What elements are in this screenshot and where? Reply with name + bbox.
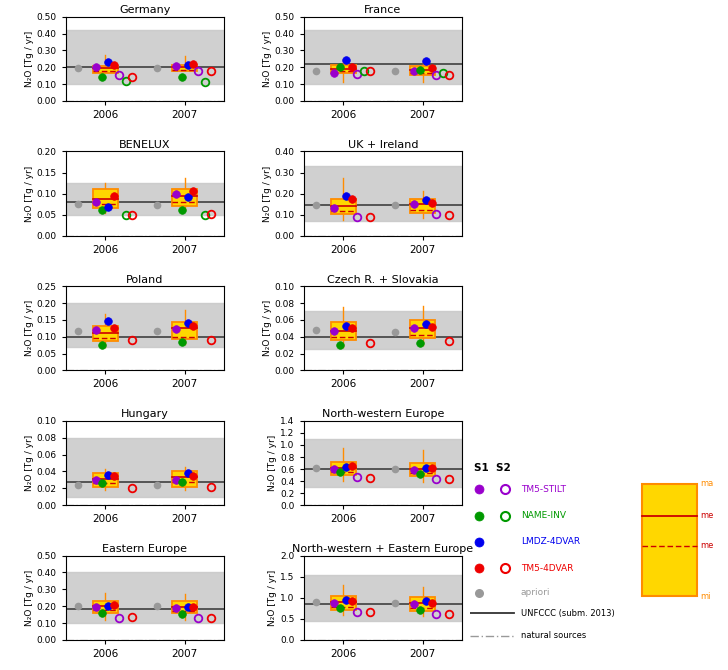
Text: NAME-INV: NAME-INV	[521, 511, 566, 520]
Bar	[172, 65, 197, 72]
Text: ma: ma	[700, 479, 713, 488]
Text: apriori: apriori	[521, 588, 550, 597]
Bar	[304, 575, 462, 621]
Bar	[304, 439, 462, 487]
Y-axis label: N₂O [Tg / yr]: N₂O [Tg / yr]	[25, 300, 33, 356]
Title: Poland: Poland	[126, 275, 164, 285]
Text: S1  S2: S1 S2	[475, 463, 511, 473]
Bar	[172, 602, 197, 613]
Text: natural sources: natural sources	[521, 631, 586, 641]
Bar	[172, 190, 197, 206]
Bar	[66, 303, 224, 347]
Bar	[410, 320, 435, 338]
Title: Czech R. + Slovakia: Czech R. + Slovakia	[327, 275, 439, 285]
Text: TM5-4DVAR: TM5-4DVAR	[521, 563, 573, 573]
Bar	[410, 463, 435, 476]
Text: UNFCCC (subm. 2013): UNFCCC (subm. 2013)	[521, 608, 614, 618]
Bar	[410, 66, 435, 75]
Y-axis label: N₂O [Tg / yr]: N₂O [Tg / yr]	[263, 165, 272, 222]
Text: me: me	[700, 511, 713, 520]
Y-axis label: N₂O [Tg / yr]: N₂O [Tg / yr]	[269, 570, 277, 626]
Title: Hungary: Hungary	[121, 409, 169, 419]
Bar	[331, 65, 356, 73]
Bar	[331, 200, 356, 214]
Text: me: me	[700, 541, 713, 550]
Bar	[331, 462, 356, 475]
Bar	[410, 597, 435, 611]
Bar	[172, 322, 197, 340]
Bar	[92, 326, 118, 341]
Bar	[92, 473, 118, 486]
Y-axis label: N₂O [Tg / yr]: N₂O [Tg / yr]	[25, 435, 33, 491]
Bar	[66, 438, 224, 496]
Bar	[642, 484, 697, 596]
Bar	[92, 190, 118, 208]
Title: North-western + Eastern Europe: North-western + Eastern Europe	[293, 544, 473, 554]
Text: TM5-STILT: TM5-STILT	[521, 485, 566, 494]
Title: UK + Ireland: UK + Ireland	[348, 140, 418, 150]
Bar	[92, 602, 118, 613]
Y-axis label: N₂O [Tg / yr]: N₂O [Tg / yr]	[25, 165, 33, 222]
Bar	[304, 312, 462, 349]
Y-axis label: N₂O [Tg / yr]: N₂O [Tg / yr]	[25, 570, 33, 626]
Title: Germany: Germany	[119, 5, 170, 15]
Title: France: France	[364, 5, 402, 15]
Title: North-western Europe: North-western Europe	[322, 409, 444, 419]
Title: Eastern Europe: Eastern Europe	[103, 544, 187, 554]
Bar	[331, 322, 356, 340]
Bar	[304, 166, 462, 221]
Y-axis label: N₂O [Tg / yr]: N₂O [Tg / yr]	[25, 31, 33, 87]
Title: BENELUX: BENELUX	[119, 140, 170, 150]
Bar	[410, 200, 435, 213]
Bar	[92, 66, 118, 73]
Bar	[172, 472, 197, 486]
Bar	[66, 30, 224, 84]
Y-axis label: N₂O [Tg / yr]: N₂O [Tg / yr]	[263, 300, 272, 356]
Y-axis label: N₂O [Tg / yr]: N₂O [Tg / yr]	[269, 435, 277, 491]
Text: mi: mi	[700, 592, 711, 601]
Bar	[66, 572, 224, 623]
Bar	[66, 183, 224, 216]
Text: LMDZ-4DVAR: LMDZ-4DVAR	[521, 537, 580, 547]
Y-axis label: N₂O [Tg / yr]: N₂O [Tg / yr]	[263, 31, 272, 87]
Bar	[304, 30, 462, 84]
Bar	[331, 596, 356, 610]
